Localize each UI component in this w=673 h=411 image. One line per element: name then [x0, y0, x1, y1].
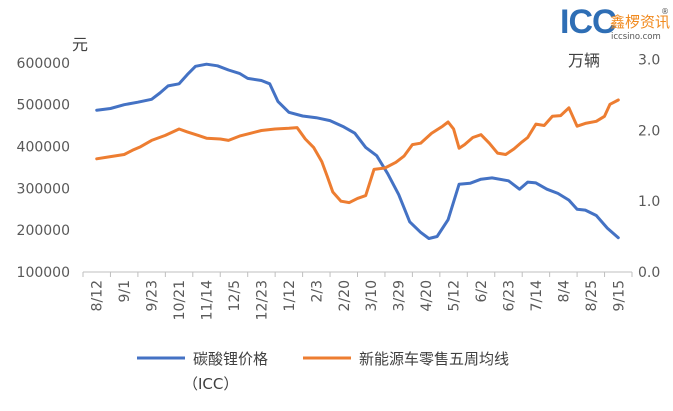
x-tick-label: 9/15	[611, 280, 627, 311]
left-axis-ticks: 100000 200000 300000 400000 500000 600000	[17, 56, 70, 281]
right-axis-ticks: 0.0 1.0 2.0 3.0	[638, 53, 660, 281]
right-tick-label: 2.0	[638, 123, 660, 139]
x-tick-label: 5/12	[447, 280, 463, 311]
x-tick-label: 4/20	[419, 280, 435, 311]
logo-brand-text: ICC	[560, 3, 616, 41]
logo-url: iccsino.com	[611, 32, 661, 42]
x-tick-label: 8/4	[556, 280, 572, 303]
right-tick-label: 3.0	[638, 53, 660, 69]
left-tick-label: 400000	[17, 140, 70, 156]
right-tick-label: 1.0	[638, 194, 660, 210]
left-tick-label: 100000	[17, 265, 70, 281]
x-tick-label: 8/25	[584, 280, 600, 311]
right-axis-unit: 万辆	[568, 51, 600, 70]
legend: 碳酸锂价格 （ICC） 新能源车零售五周均线	[137, 350, 509, 393]
legend-label-nev-retail: 新能源车零售五周均线	[359, 350, 509, 368]
left-tick-label: 600000	[17, 56, 70, 72]
x-axis-ticks: 8/12 9/1 9/23 10/21 11/14 12/5 12/23 1/12 2/3 2/2…	[90, 272, 633, 320]
left-tick-label: 200000	[17, 223, 70, 239]
x-tick-label: 8/12	[90, 280, 106, 311]
x-tick-label: 2/3	[309, 280, 325, 303]
x-tick-label: 9/23	[145, 280, 161, 311]
legend-label-lithium-source: （ICC）	[183, 375, 238, 393]
logo-cn-name: 鑫椤资讯	[610, 13, 670, 31]
x-tick-label: 9/1	[117, 280, 133, 303]
x-tick-label: 11/14	[200, 280, 216, 320]
icc-logo: ICC 鑫椤资讯 ® iccsino.com	[560, 3, 670, 42]
left-axis-unit: 元	[72, 35, 88, 54]
series-line-nev-retail	[95, 98, 620, 205]
x-tick-label: 6/2	[474, 280, 490, 303]
x-tick-label: 7/14	[529, 280, 545, 312]
x-tick-label: 1/12	[282, 280, 298, 311]
series-lines	[95, 62, 620, 240]
x-tick-label: 12/23	[254, 280, 270, 320]
logo-registered-mark: ®	[661, 7, 669, 16]
x-tick-label: 6/23	[501, 280, 517, 311]
left-tick-label: 500000	[17, 98, 70, 114]
left-tick-label: 300000	[17, 181, 70, 197]
x-tick-label: 12/5	[227, 280, 243, 311]
x-tick-label: 3/29	[392, 280, 408, 311]
legend-label-lithium-price: 碳酸锂价格	[193, 350, 268, 368]
x-tick-label: 2/20	[337, 280, 353, 311]
x-tick-label: 10/21	[172, 280, 188, 320]
series-line-lithium-price	[95, 62, 620, 240]
right-tick-label: 0.0	[638, 265, 660, 281]
x-tick-label: 3/10	[364, 280, 380, 311]
